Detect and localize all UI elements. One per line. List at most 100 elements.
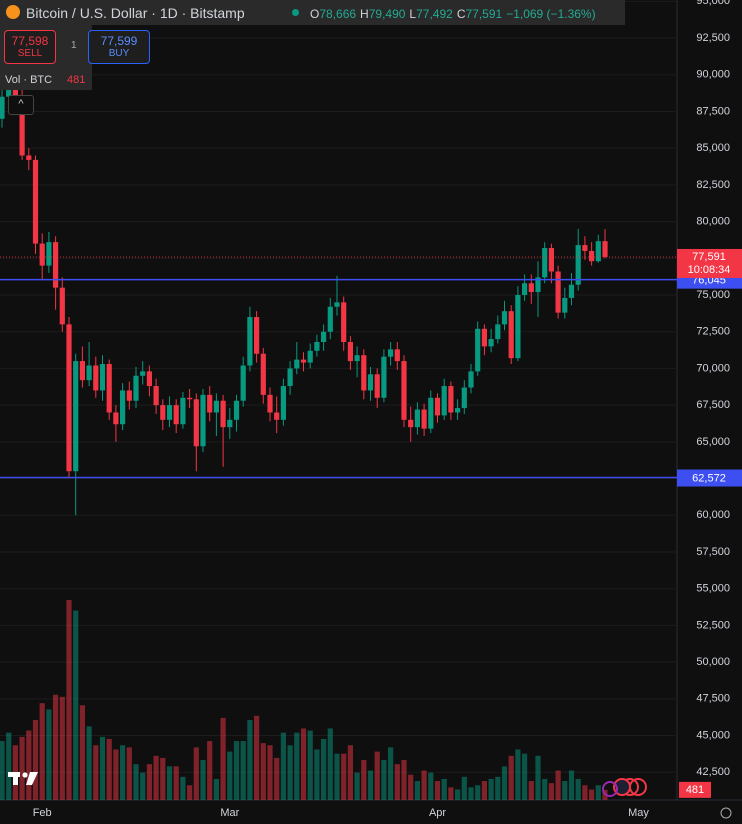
candle-body bbox=[535, 277, 541, 293]
candle-body bbox=[401, 361, 407, 420]
candle-body bbox=[361, 355, 367, 391]
volume-bar bbox=[481, 781, 487, 800]
volume-bar bbox=[187, 785, 193, 800]
volume-bar bbox=[180, 776, 186, 800]
volume-bar bbox=[66, 600, 72, 800]
volume-bar bbox=[0, 741, 5, 800]
candle-body bbox=[193, 399, 199, 447]
candle-body bbox=[53, 242, 59, 288]
x-tick-label: Feb bbox=[33, 807, 52, 819]
volume-bar bbox=[73, 610, 79, 800]
last-price-label: 77,591 bbox=[692, 251, 726, 263]
candle-body bbox=[240, 365, 246, 401]
candle-body bbox=[79, 361, 85, 381]
volume-bar bbox=[166, 766, 173, 800]
sell-button[interactable]: 77,598 SELL bbox=[4, 30, 56, 64]
volume-bar bbox=[461, 776, 467, 800]
candle-body bbox=[59, 287, 65, 325]
volume-bar bbox=[287, 745, 293, 800]
tv-logo bbox=[8, 772, 38, 785]
buy-button[interactable]: 77,599 BUY bbox=[88, 30, 150, 64]
candle-body bbox=[160, 405, 166, 420]
volume-bar bbox=[562, 781, 568, 800]
volume-bar bbox=[120, 745, 126, 800]
volume-bar bbox=[441, 778, 447, 800]
volume-bar bbox=[300, 728, 307, 800]
volume-bar bbox=[388, 747, 394, 800]
volume-bar bbox=[414, 781, 420, 800]
candle-body bbox=[434, 397, 441, 416]
candle-body bbox=[39, 243, 45, 266]
volume-bar bbox=[26, 730, 32, 800]
volume-bar bbox=[455, 789, 461, 800]
volume-bar bbox=[361, 760, 367, 800]
candle-body bbox=[200, 394, 206, 447]
change: −1,069 (−1.36%) bbox=[506, 7, 596, 21]
volume-bar bbox=[6, 732, 12, 800]
candle-body bbox=[475, 328, 481, 372]
y-tick-label: 47,500 bbox=[696, 693, 730, 705]
volume-bar bbox=[207, 741, 213, 800]
volume-bar bbox=[32, 720, 39, 800]
volume-bar bbox=[227, 751, 233, 800]
candle-body bbox=[274, 412, 280, 420]
candle-body bbox=[6, 89, 12, 97]
candle-body bbox=[515, 295, 521, 359]
candle-body bbox=[555, 271, 561, 313]
candle-body bbox=[575, 245, 581, 285]
volume-bar bbox=[19, 736, 25, 800]
volume-bar bbox=[354, 772, 360, 800]
x-tick-label: Apr bbox=[429, 807, 446, 819]
candle-body bbox=[307, 350, 313, 363]
volume-bar bbox=[314, 749, 320, 800]
candle-body bbox=[247, 317, 253, 366]
volume-bar bbox=[39, 703, 45, 800]
y-tick-label: 72,500 bbox=[696, 326, 730, 338]
candle-body bbox=[394, 349, 400, 362]
volume-bar bbox=[542, 778, 548, 800]
volume-bar bbox=[568, 770, 575, 800]
volume-bar bbox=[334, 753, 340, 800]
volume-bar bbox=[528, 781, 534, 800]
candle-body bbox=[73, 361, 79, 472]
candle-body bbox=[522, 283, 528, 296]
last-price-box bbox=[677, 248, 742, 278]
candle-body bbox=[133, 375, 139, 401]
volume-bar bbox=[86, 726, 92, 800]
volume-bar bbox=[548, 783, 554, 800]
candle-body bbox=[488, 339, 494, 347]
candle-body bbox=[106, 364, 112, 413]
candle-body bbox=[388, 349, 394, 357]
volume-bar bbox=[522, 753, 528, 800]
y-tick-label: 92,500 bbox=[696, 32, 730, 44]
candle-body bbox=[568, 284, 575, 298]
volume-bar bbox=[53, 694, 59, 800]
volume-bar bbox=[434, 781, 441, 800]
collapse-button[interactable]: ^ bbox=[8, 95, 34, 115]
candle-body bbox=[341, 302, 347, 342]
candle-body bbox=[548, 248, 554, 272]
candle-body bbox=[153, 386, 159, 406]
ohlc-number: 77,591 bbox=[465, 7, 503, 21]
volume-bar bbox=[495, 776, 501, 800]
y-tick-label: 82,500 bbox=[696, 179, 730, 191]
candle-body bbox=[314, 341, 320, 351]
volume-bar bbox=[106, 738, 112, 800]
y-tick-label: 65,000 bbox=[696, 436, 730, 448]
volume-bar bbox=[260, 743, 266, 800]
candle-body bbox=[481, 328, 487, 347]
candle-body bbox=[602, 241, 608, 257]
btc-icon bbox=[6, 5, 20, 19]
volume-bar bbox=[595, 785, 601, 800]
candle-body bbox=[19, 95, 25, 156]
volume-bar bbox=[160, 757, 166, 800]
candle-body bbox=[508, 311, 514, 359]
volume-bar bbox=[515, 749, 521, 800]
volume-bar bbox=[448, 787, 454, 800]
volume-bar bbox=[401, 760, 407, 800]
ohlc-number: 79,490 bbox=[368, 7, 406, 21]
candle-body bbox=[46, 242, 52, 266]
level-label: 62,572 bbox=[692, 472, 726, 484]
y-tick-label: 85,000 bbox=[696, 142, 730, 154]
